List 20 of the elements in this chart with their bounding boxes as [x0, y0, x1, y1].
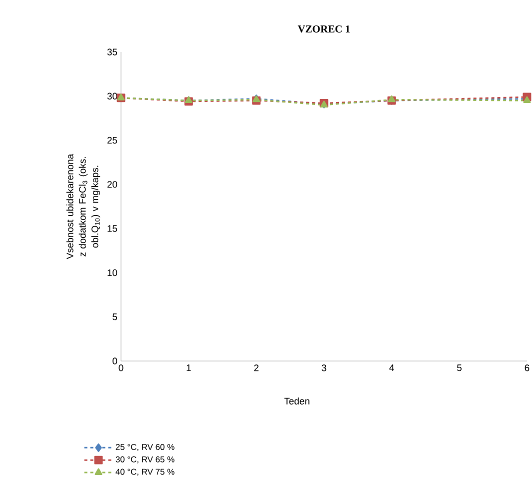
y-tick-label: 0 — [112, 358, 118, 364]
x-tick-label: 6 — [524, 364, 530, 372]
legend-label: 30 °C, RV 65 % — [116, 456, 174, 464]
chart-title: VZOREC 1 — [298, 25, 350, 33]
y-tick-label: 20 — [107, 181, 118, 188]
x-axis-title: Teden — [284, 398, 310, 404]
y-tick-label: 5 — [112, 314, 118, 320]
x-tick-label: 4 — [389, 364, 394, 372]
y-tick-label: 15 — [108, 225, 118, 232]
x-tick-label: 2 — [254, 364, 258, 372]
y-tick-label: 30 — [107, 92, 118, 100]
y-tick-label: 35 — [107, 48, 118, 56]
x-tick-label: 1 — [186, 364, 191, 372]
y-tick-label: 10 — [108, 269, 118, 276]
y-tick-label: 25 — [107, 136, 118, 144]
legend-label: 25 °C, RV 60 % — [116, 444, 174, 451]
x-tick-label: 5 — [457, 364, 462, 372]
x-tick-label: 3 — [322, 364, 326, 372]
legend-label: 40 °C, RV 75 % — [116, 468, 174, 476]
x-tick-label: 0 — [118, 364, 124, 372]
